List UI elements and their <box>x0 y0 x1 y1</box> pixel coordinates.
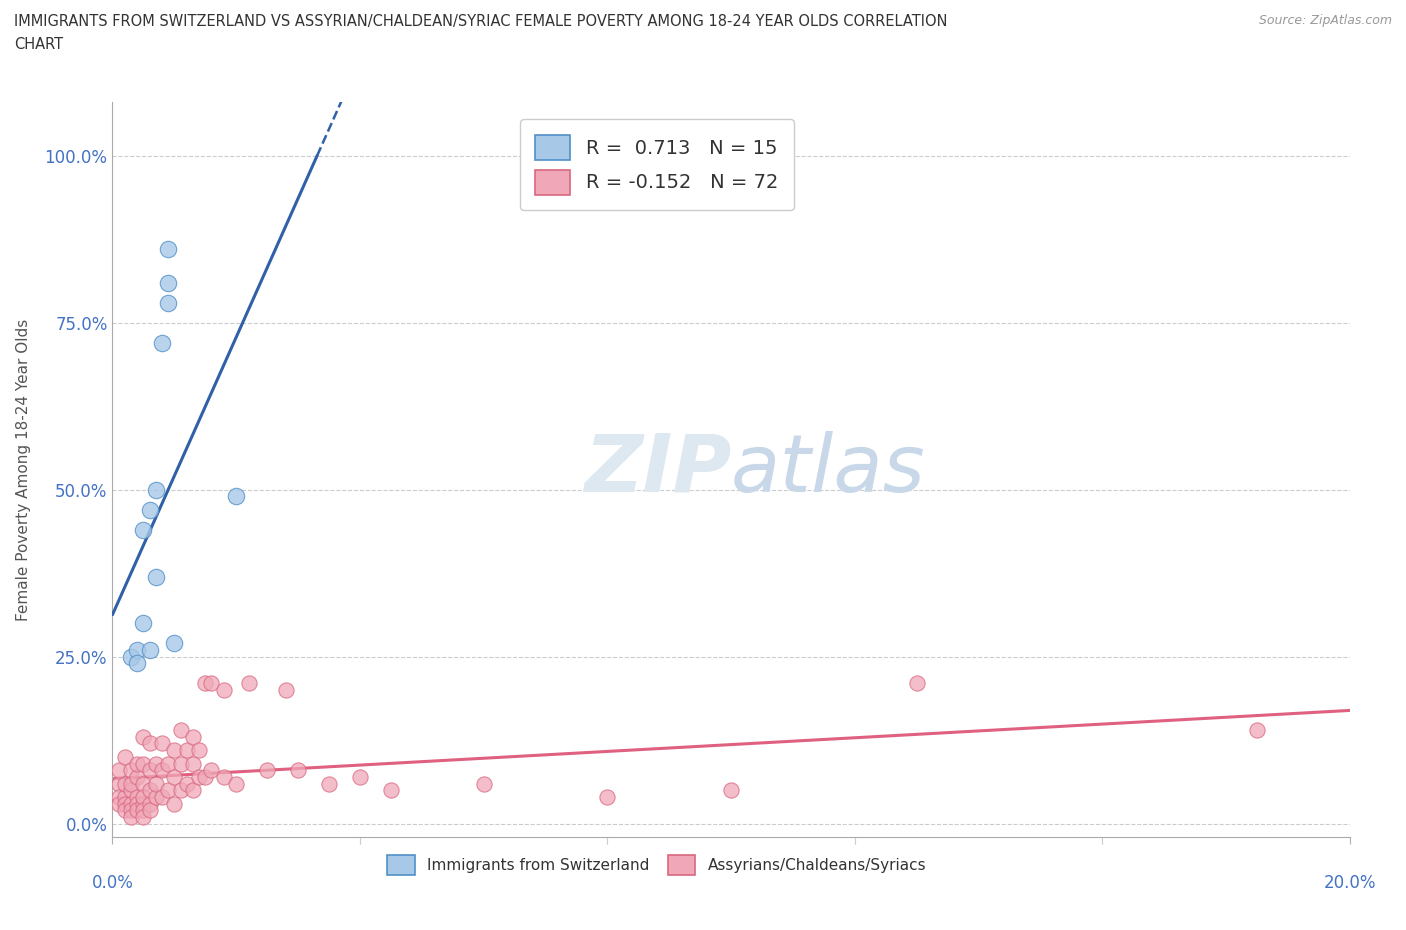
Point <box>145 569 167 584</box>
Point <box>349 769 371 784</box>
Point <box>225 777 247 791</box>
Text: Source: ZipAtlas.com: Source: ZipAtlas.com <box>1258 14 1392 27</box>
Point <box>194 769 217 784</box>
Point <box>127 790 149 804</box>
Point <box>127 769 149 784</box>
Point <box>150 763 173 777</box>
Point <box>238 676 260 691</box>
Point <box>380 783 402 798</box>
Point <box>132 790 155 804</box>
Point <box>188 743 211 758</box>
Point <box>114 750 136 764</box>
Point <box>212 683 235 698</box>
Legend: Immigrants from Switzerland, Assyrians/Chaldeans/Syriacs: Immigrants from Switzerland, Assyrians/C… <box>381 849 932 881</box>
Point <box>274 683 297 698</box>
Text: ZIP: ZIP <box>583 431 731 509</box>
Point <box>114 803 136 817</box>
Point <box>120 763 142 777</box>
Point <box>181 729 204 744</box>
Point <box>120 777 142 791</box>
Point <box>181 756 204 771</box>
Point <box>176 777 198 791</box>
Point <box>114 796 136 811</box>
Point <box>132 729 155 744</box>
Point <box>145 483 167 498</box>
Point <box>194 676 217 691</box>
Point <box>132 616 155 631</box>
Point <box>157 242 180 257</box>
Point <box>256 763 278 777</box>
Point <box>120 783 142 798</box>
Point <box>905 676 928 691</box>
Point <box>138 783 160 798</box>
Point <box>114 790 136 804</box>
Point <box>169 783 191 798</box>
Point <box>596 790 619 804</box>
Point <box>1246 723 1268 737</box>
Point <box>138 736 160 751</box>
Point <box>157 295 180 310</box>
Point <box>127 643 149 658</box>
Point <box>120 809 142 824</box>
Point <box>200 763 222 777</box>
Text: 0.0%: 0.0% <box>91 874 134 892</box>
Point <box>163 743 186 758</box>
Text: IMMIGRANTS FROM SWITZERLAND VS ASSYRIAN/CHALDEAN/SYRIAC FEMALE POVERTY AMONG 18-: IMMIGRANTS FROM SWITZERLAND VS ASSYRIAN/… <box>14 14 948 29</box>
Point <box>163 796 186 811</box>
Point <box>150 336 173 351</box>
Y-axis label: Female Poverty Among 18-24 Year Olds: Female Poverty Among 18-24 Year Olds <box>15 318 31 621</box>
Point <box>132 777 155 791</box>
Point <box>212 769 235 784</box>
Point <box>132 756 155 771</box>
Point <box>145 790 167 804</box>
Point <box>107 790 129 804</box>
Point <box>157 756 180 771</box>
Point <box>138 763 160 777</box>
Point <box>127 796 149 811</box>
Text: atlas: atlas <box>731 431 927 509</box>
Point <box>120 803 142 817</box>
Point <box>114 777 136 791</box>
Point <box>107 777 129 791</box>
Point <box>138 796 160 811</box>
Point <box>163 769 186 784</box>
Point <box>138 803 160 817</box>
Point <box>127 803 149 817</box>
Point <box>176 743 198 758</box>
Point <box>169 723 191 737</box>
Point <box>157 783 180 798</box>
Point <box>150 736 173 751</box>
Point <box>163 636 186 651</box>
Point <box>188 769 211 784</box>
Point <box>225 489 247 504</box>
Point <box>200 676 222 691</box>
Point <box>127 656 149 671</box>
Point <box>157 275 180 290</box>
Point <box>145 777 167 791</box>
Point <box>132 523 155 538</box>
Point <box>138 502 160 517</box>
Point <box>318 777 340 791</box>
Point <box>107 763 129 777</box>
Point <box>472 777 495 791</box>
Point <box>138 643 160 658</box>
Point <box>287 763 309 777</box>
Point <box>181 783 204 798</box>
Point <box>132 803 155 817</box>
Point <box>127 756 149 771</box>
Point <box>720 783 742 798</box>
Text: 20.0%: 20.0% <box>1323 874 1376 892</box>
Point <box>120 796 142 811</box>
Point <box>107 796 129 811</box>
Point <box>145 756 167 771</box>
Point <box>169 756 191 771</box>
Text: CHART: CHART <box>14 37 63 52</box>
Point <box>132 796 155 811</box>
Point <box>132 809 155 824</box>
Point <box>150 790 173 804</box>
Point <box>120 649 142 664</box>
